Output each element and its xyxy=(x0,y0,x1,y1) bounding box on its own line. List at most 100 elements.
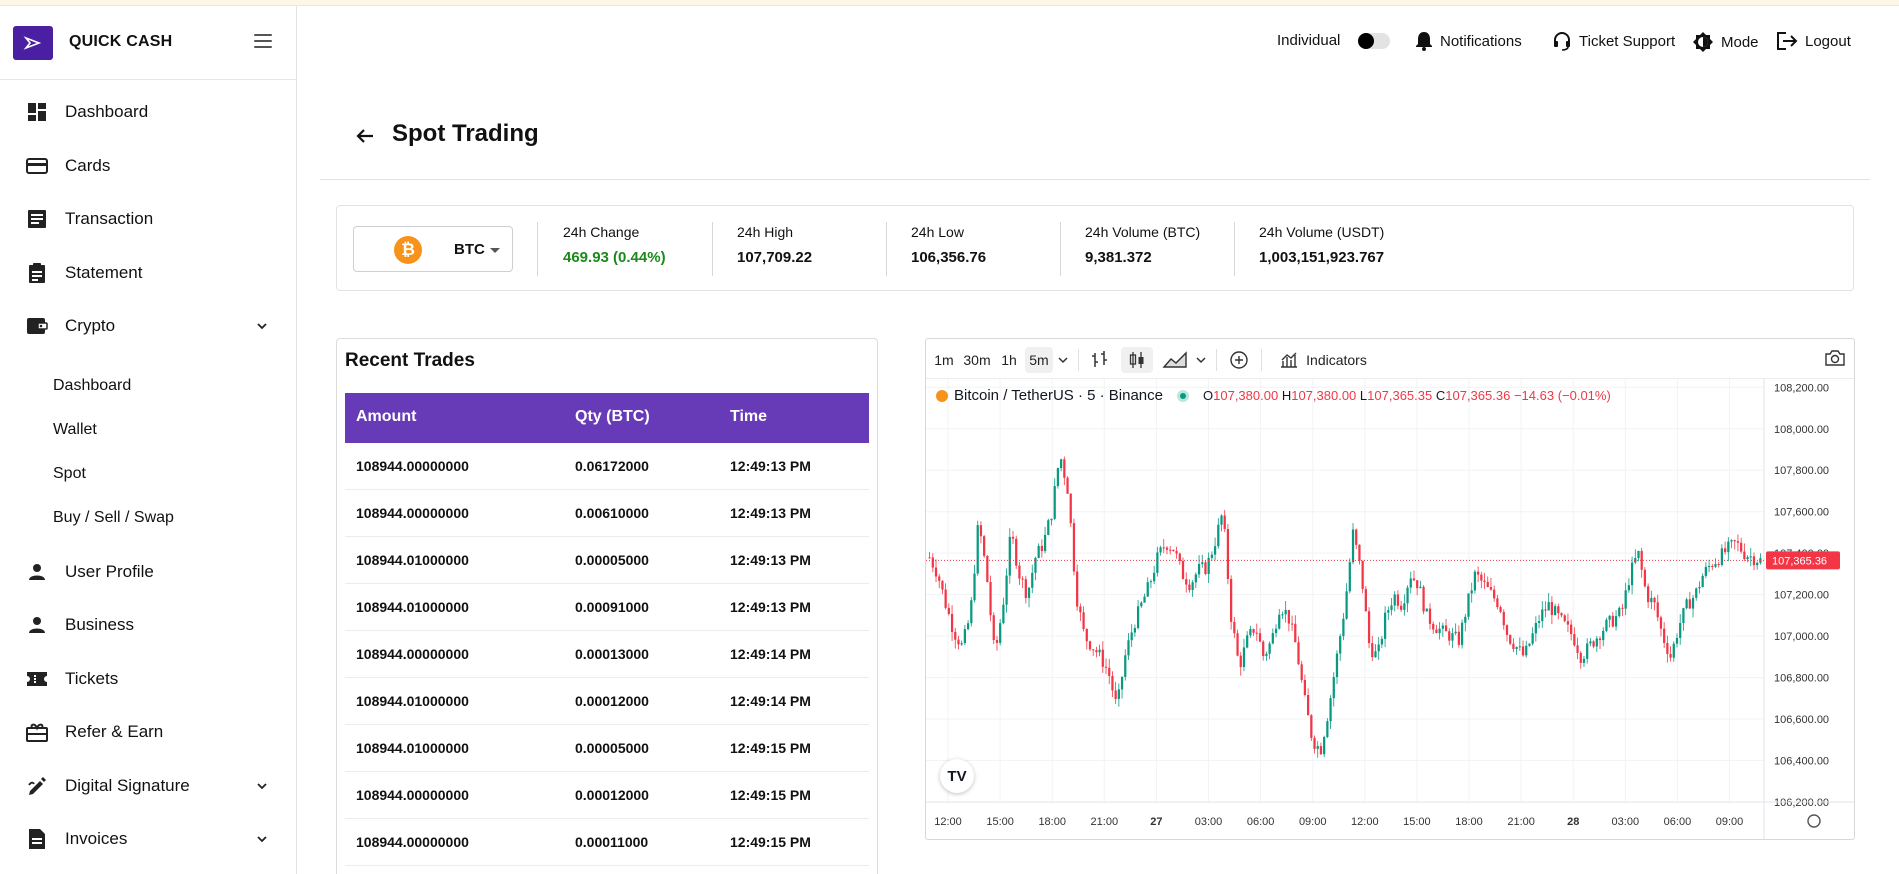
table-row: 108944.01000000 0.00012000 12:49:14 PM xyxy=(345,678,869,725)
add-compare-icon[interactable] xyxy=(1226,347,1252,373)
coin-select[interactable]: ₿ BTC xyxy=(353,226,513,272)
candle-body xyxy=(1669,653,1672,658)
candle-body xyxy=(1637,550,1640,559)
candle-body xyxy=(1018,565,1021,579)
indicators-button[interactable]: Indicators xyxy=(1268,347,1378,373)
crypto-sub-buy-sell-swap[interactable]: Buy / Sell / Swap xyxy=(53,509,174,526)
table-cell: 12:49:13 PM xyxy=(730,505,811,521)
candle-body xyxy=(986,555,989,582)
chevron-down-icon[interactable] xyxy=(1056,347,1070,373)
clipboard-icon xyxy=(26,262,48,284)
candle-body xyxy=(1570,624,1573,635)
crypto-sub-spot[interactable]: Spot xyxy=(53,465,86,482)
account-type-label: Individual xyxy=(1277,32,1340,49)
interval-30m-button[interactable]: 30m xyxy=(963,352,991,368)
area-chart-icon[interactable] xyxy=(1161,347,1191,373)
menu-toggle-icon[interactable] xyxy=(254,34,272,48)
candle-body xyxy=(1470,590,1473,594)
interval-1m-button[interactable]: 1m xyxy=(934,352,954,368)
candle-body xyxy=(1647,586,1650,603)
candle-body xyxy=(1586,643,1589,659)
y-tick-label: 106,600.00 xyxy=(1774,714,1829,726)
candle-body xyxy=(1727,541,1730,553)
ticket-support-button[interactable]: Ticket Support xyxy=(1552,31,1675,51)
candle-body xyxy=(1752,556,1756,566)
table-row: 108944.00000000 0.00011000 12:49:15 PM xyxy=(345,819,869,866)
sidebar-item-label: Refer & Earn xyxy=(65,722,164,741)
candle-body xyxy=(1707,566,1711,568)
logout-button[interactable]: Logout xyxy=(1776,31,1851,51)
price-chart[interactable]: 1m 30m 1h 5m Indicators 108,200.00 108,00… xyxy=(925,338,1855,840)
candle-body xyxy=(1133,628,1137,633)
candle-body xyxy=(1124,655,1127,677)
candle-body xyxy=(1425,608,1428,612)
table-cell: 0.00005000 xyxy=(575,740,649,756)
candle-body xyxy=(1136,606,1140,629)
candle-body xyxy=(1169,549,1172,551)
table-cell: 0.00091000 xyxy=(575,599,649,615)
sidebar-item-refer-earn[interactable]: Refer & Earn xyxy=(0,710,297,754)
stat-label: 24h Volume (BTC) xyxy=(1085,224,1201,240)
candle-body xyxy=(1217,524,1220,547)
sidebar-item-crypto[interactable]: Crypto xyxy=(0,304,297,348)
interval-1h-button[interactable]: 1h xyxy=(1001,352,1017,368)
candle-body xyxy=(931,557,934,568)
candle-body xyxy=(1483,580,1486,583)
chevron-down-icon[interactable] xyxy=(1194,347,1208,373)
interval-5m-button[interactable]: 5m xyxy=(1025,347,1053,373)
crypto-sub-wallet[interactable]: Wallet xyxy=(53,421,97,438)
candle-body xyxy=(1262,641,1265,657)
candle-body xyxy=(1547,602,1550,611)
camera-icon[interactable] xyxy=(1824,349,1846,367)
candle-body xyxy=(1698,586,1701,589)
app-logo[interactable] xyxy=(13,26,53,60)
table-row: 108944.00000000 0.06172000 12:49:13 PM xyxy=(345,443,869,490)
notifications-button[interactable]: Notifications xyxy=(1415,31,1522,51)
tradingview-logo[interactable]: TV xyxy=(940,759,974,793)
stat-label: 24h Change xyxy=(563,224,640,240)
candle-body xyxy=(999,623,1002,643)
chart-settings-icon[interactable] xyxy=(1807,814,1821,828)
sidebar-item-cards[interactable]: Cards xyxy=(0,144,297,188)
bitcoin-icon: ₿ xyxy=(394,236,422,264)
candle-body xyxy=(1595,638,1598,647)
sidebar-item-digital-signature[interactable]: Digital Signature xyxy=(0,764,297,808)
candle-body xyxy=(1127,640,1130,656)
back-arrow-icon[interactable] xyxy=(353,124,377,148)
candle-body xyxy=(1249,629,1252,636)
candlestick-plot[interactable]: 108,200.00 108,000.00 107,800.00 107,600.00… xyxy=(926,379,1855,840)
sidebar-item-statement[interactable]: Statement xyxy=(0,251,297,295)
candle-body xyxy=(1191,582,1194,591)
sidebar-item-dashboard[interactable]: Dashboard xyxy=(0,90,297,134)
mode-button[interactable]: Mode xyxy=(1692,31,1759,53)
x-tick-label: 06:00 xyxy=(1664,816,1692,828)
candle-body xyxy=(1323,737,1326,755)
candle-body xyxy=(1207,557,1210,574)
candle-body xyxy=(1624,590,1627,609)
sidebar-item-tickets[interactable]: Tickets xyxy=(0,657,297,701)
candle-body xyxy=(1194,574,1197,583)
bar-style-icon[interactable] xyxy=(1086,347,1114,373)
crypto-sub-dashboard[interactable]: Dashboard xyxy=(53,377,132,394)
gift-icon xyxy=(26,721,48,743)
y-tick-label: 107,000.00 xyxy=(1774,631,1829,643)
candle-body xyxy=(1691,597,1695,609)
account-type-toggle[interactable] xyxy=(1358,33,1390,49)
candle-body xyxy=(1720,548,1724,565)
sidebar-item-transaction[interactable]: Transaction xyxy=(0,197,297,241)
candle-body xyxy=(1204,562,1207,574)
candle-body xyxy=(1589,641,1592,644)
candle-body xyxy=(1605,619,1608,631)
stat-divider xyxy=(712,222,713,276)
candle-body xyxy=(1156,552,1159,573)
sidebar: QUICK CASH Dashboard Cards Transaction S… xyxy=(0,6,297,874)
table-cell: 0.00012000 xyxy=(575,693,649,709)
candle-body xyxy=(1335,653,1339,678)
sidebar-item-invoices[interactable]: Invoices xyxy=(0,817,297,861)
sidebar-item-business[interactable]: Business xyxy=(0,603,297,647)
logout-label: Logout xyxy=(1805,32,1851,50)
candle-body xyxy=(1448,631,1451,641)
candle-body xyxy=(1294,623,1297,643)
sidebar-item-user-profile[interactable]: User Profile xyxy=(0,550,297,594)
candles-style-button[interactable] xyxy=(1121,347,1153,373)
